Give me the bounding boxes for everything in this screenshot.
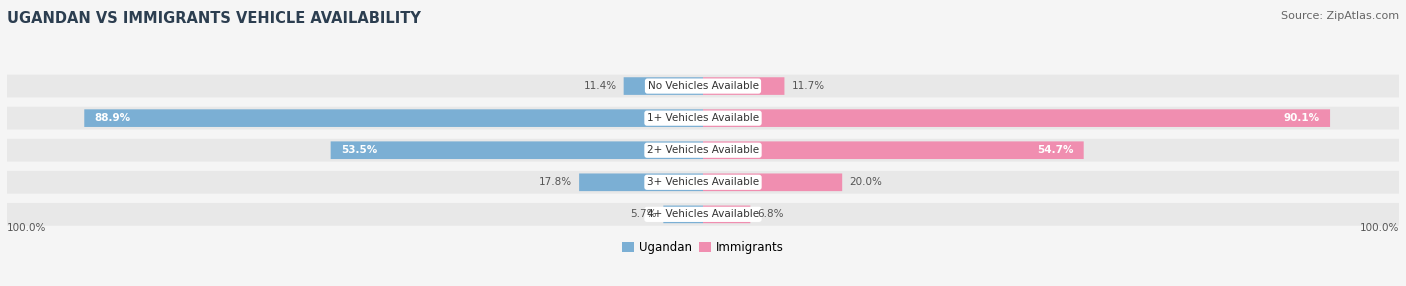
Text: No Vehicles Available: No Vehicles Available [648,81,758,91]
FancyBboxPatch shape [7,139,1399,162]
FancyBboxPatch shape [703,141,1084,159]
Text: 20.0%: 20.0% [849,177,882,187]
Text: 54.7%: 54.7% [1036,145,1073,155]
FancyBboxPatch shape [624,77,703,95]
Text: 5.7%: 5.7% [630,209,657,219]
Text: 90.1%: 90.1% [1284,113,1320,123]
Text: 4+ Vehicles Available: 4+ Vehicles Available [647,209,759,219]
FancyBboxPatch shape [7,171,1399,194]
FancyBboxPatch shape [579,174,703,191]
FancyBboxPatch shape [703,174,842,191]
FancyBboxPatch shape [330,141,703,159]
Text: 3+ Vehicles Available: 3+ Vehicles Available [647,177,759,187]
Text: 2+ Vehicles Available: 2+ Vehicles Available [647,145,759,155]
FancyBboxPatch shape [703,77,785,95]
Text: 11.7%: 11.7% [792,81,824,91]
Legend: Ugandan, Immigrants: Ugandan, Immigrants [623,241,783,254]
Text: 11.4%: 11.4% [583,81,617,91]
Text: 53.5%: 53.5% [342,145,377,155]
Text: Source: ZipAtlas.com: Source: ZipAtlas.com [1281,11,1399,21]
FancyBboxPatch shape [703,206,751,223]
FancyBboxPatch shape [664,206,703,223]
Text: 6.8%: 6.8% [758,209,783,219]
Text: 17.8%: 17.8% [538,177,572,187]
Text: 88.9%: 88.9% [94,113,131,123]
FancyBboxPatch shape [7,203,1399,226]
FancyBboxPatch shape [703,109,1330,127]
Text: 1+ Vehicles Available: 1+ Vehicles Available [647,113,759,123]
FancyBboxPatch shape [7,75,1399,98]
Text: 100.0%: 100.0% [7,223,46,233]
FancyBboxPatch shape [7,107,1399,130]
Text: UGANDAN VS IMMIGRANTS VEHICLE AVAILABILITY: UGANDAN VS IMMIGRANTS VEHICLE AVAILABILI… [7,11,420,26]
FancyBboxPatch shape [84,109,703,127]
Text: 100.0%: 100.0% [1360,223,1399,233]
